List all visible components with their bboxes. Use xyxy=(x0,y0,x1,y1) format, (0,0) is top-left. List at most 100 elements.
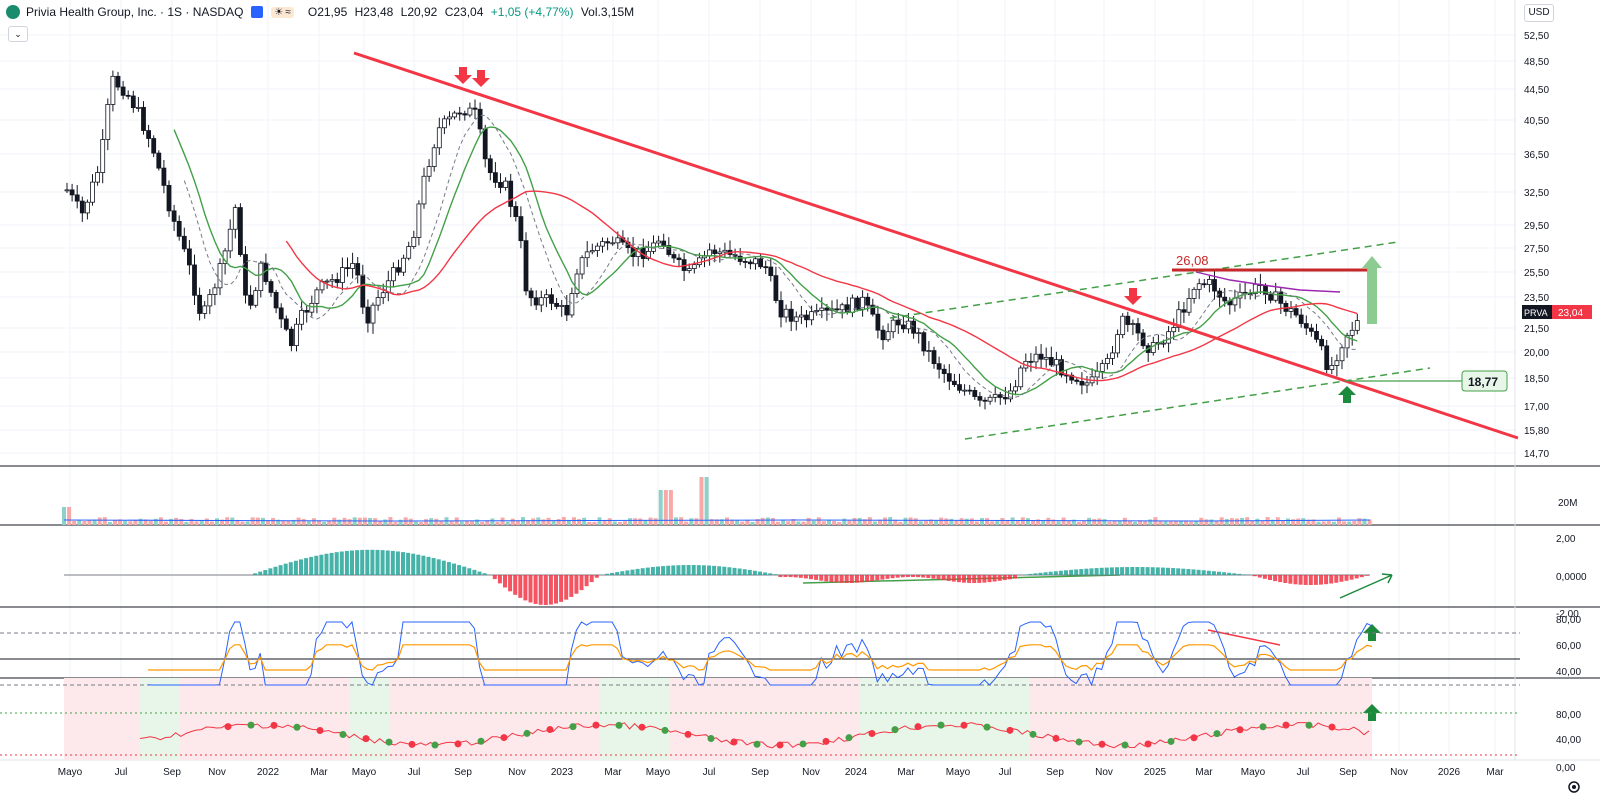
volume-bar xyxy=(92,519,97,525)
candle-body xyxy=(1110,352,1115,359)
macd-bar xyxy=(1007,575,1012,580)
gear-icon[interactable] xyxy=(1568,781,1580,793)
macd-bar xyxy=(339,551,344,575)
currency-button[interactable]: USD xyxy=(1524,4,1554,22)
macd-bar xyxy=(1033,573,1038,575)
macd-bar xyxy=(406,552,411,575)
macd-bar xyxy=(997,575,1002,581)
volume-bar xyxy=(816,517,821,525)
chevron-down-icon[interactable]: ⌄ xyxy=(8,26,28,42)
macd-bar xyxy=(1028,573,1033,575)
candle-body xyxy=(549,294,554,304)
macd-bar xyxy=(559,575,564,602)
volume-bar xyxy=(215,518,219,525)
macd-bar xyxy=(885,575,890,579)
volume-bar xyxy=(719,519,724,525)
volume-bar xyxy=(878,519,882,525)
candle-body xyxy=(1125,315,1131,325)
time-label: Jul xyxy=(115,767,128,778)
macd-bar xyxy=(803,575,808,579)
macd-bar xyxy=(982,575,987,583)
volume-bar xyxy=(821,521,826,525)
macd-bar xyxy=(798,575,803,578)
macd-bar xyxy=(1359,575,1364,578)
candle-body xyxy=(875,313,881,331)
volume-bar xyxy=(1015,521,1020,525)
volume-bar xyxy=(1148,519,1153,525)
time-label: 2023 xyxy=(551,767,574,778)
macd-bar xyxy=(508,575,513,592)
volume-bar xyxy=(531,518,536,525)
volume-bar xyxy=(383,519,388,525)
volume-bar xyxy=(311,518,316,525)
candle-body xyxy=(1263,285,1268,295)
volume-bar xyxy=(735,520,740,525)
support-label[interactable]: 18,77 xyxy=(1461,370,1508,392)
candle-body xyxy=(804,314,809,321)
macd-bar xyxy=(370,549,375,575)
macd-bar xyxy=(436,559,441,575)
price-tick: 44,50 xyxy=(1524,85,1549,96)
volume-bar xyxy=(939,517,944,525)
macd-bar xyxy=(446,562,451,575)
macd-bar xyxy=(1099,567,1104,575)
candle-body xyxy=(574,273,580,294)
volume-bar xyxy=(663,490,668,525)
volume-bar xyxy=(72,520,77,525)
candle-body xyxy=(472,107,478,110)
volume-bar xyxy=(546,517,551,525)
time-label: Sep xyxy=(1339,767,1357,778)
time-label: Sep xyxy=(454,767,472,778)
macd-bar xyxy=(1211,571,1216,575)
ohlc-readout: O21,95 H23,48 L20,92 C23,04 +1,05 (+4,77… xyxy=(308,5,638,19)
symbol-title[interactable]: Privia Health Group, Inc. · 1S · NASDAQ xyxy=(26,5,244,19)
macd-bar xyxy=(304,558,309,575)
candle-body xyxy=(656,240,661,244)
volume-bar xyxy=(862,519,867,525)
macd-bar xyxy=(574,575,579,594)
candle-body xyxy=(977,396,983,401)
candle-body xyxy=(360,274,366,308)
macd-bar xyxy=(758,571,762,575)
chart-header: Privia Health Group, Inc. · 1S · NASDAQ … xyxy=(0,0,1500,24)
volume-bar xyxy=(526,520,531,525)
price-axis[interactable]: 52,50 48,50 44,50 40,50 36,50 32,50 29,50 27,50… xyxy=(1524,31,1549,460)
indicator-pill[interactable]: ☀ ≈ xyxy=(271,6,294,18)
candle-body xyxy=(1207,279,1212,285)
volume-bar xyxy=(786,521,791,525)
osc-dot xyxy=(868,730,876,738)
volume-bar xyxy=(969,518,974,525)
time-axis[interactable]: Mayo Jul Sep Nov 2022 Mar Mayo Jul Sep Nov 2023 Mar… xyxy=(58,767,1505,778)
time-label: Mayo xyxy=(1241,767,1266,778)
volume-bar xyxy=(1321,521,1326,525)
volume-bar xyxy=(714,519,719,525)
volume-bar xyxy=(515,520,520,525)
svg-text:18,77: 18,77 xyxy=(1468,375,1498,389)
candle-body xyxy=(783,308,789,318)
volume-bar xyxy=(1337,517,1341,525)
time-label: Sep xyxy=(1046,767,1064,778)
candle-body xyxy=(232,207,238,230)
signal-arrows xyxy=(454,67,1393,721)
candle-body xyxy=(202,305,208,314)
volume-bar xyxy=(82,521,87,525)
resistance-label: 26,08 xyxy=(1176,253,1209,268)
macd-bar xyxy=(416,554,421,575)
macd-bar xyxy=(1140,567,1145,575)
macd-bar xyxy=(895,575,900,578)
volume-bar xyxy=(745,519,750,525)
down-arrow-icon xyxy=(454,67,472,84)
candle-body xyxy=(600,241,605,247)
macd-bar xyxy=(263,569,268,575)
macd-bar xyxy=(350,550,354,575)
channel-lower-line xyxy=(964,367,1431,440)
candle-body xyxy=(610,242,616,245)
price-tick: 40,50 xyxy=(1524,116,1549,127)
sun-icon: ☀ xyxy=(274,6,284,18)
volume-bar xyxy=(1301,518,1306,525)
macd-bar xyxy=(977,575,982,583)
volume-bar xyxy=(888,517,893,525)
volume-bar xyxy=(995,520,1000,525)
candle-body xyxy=(671,254,677,259)
